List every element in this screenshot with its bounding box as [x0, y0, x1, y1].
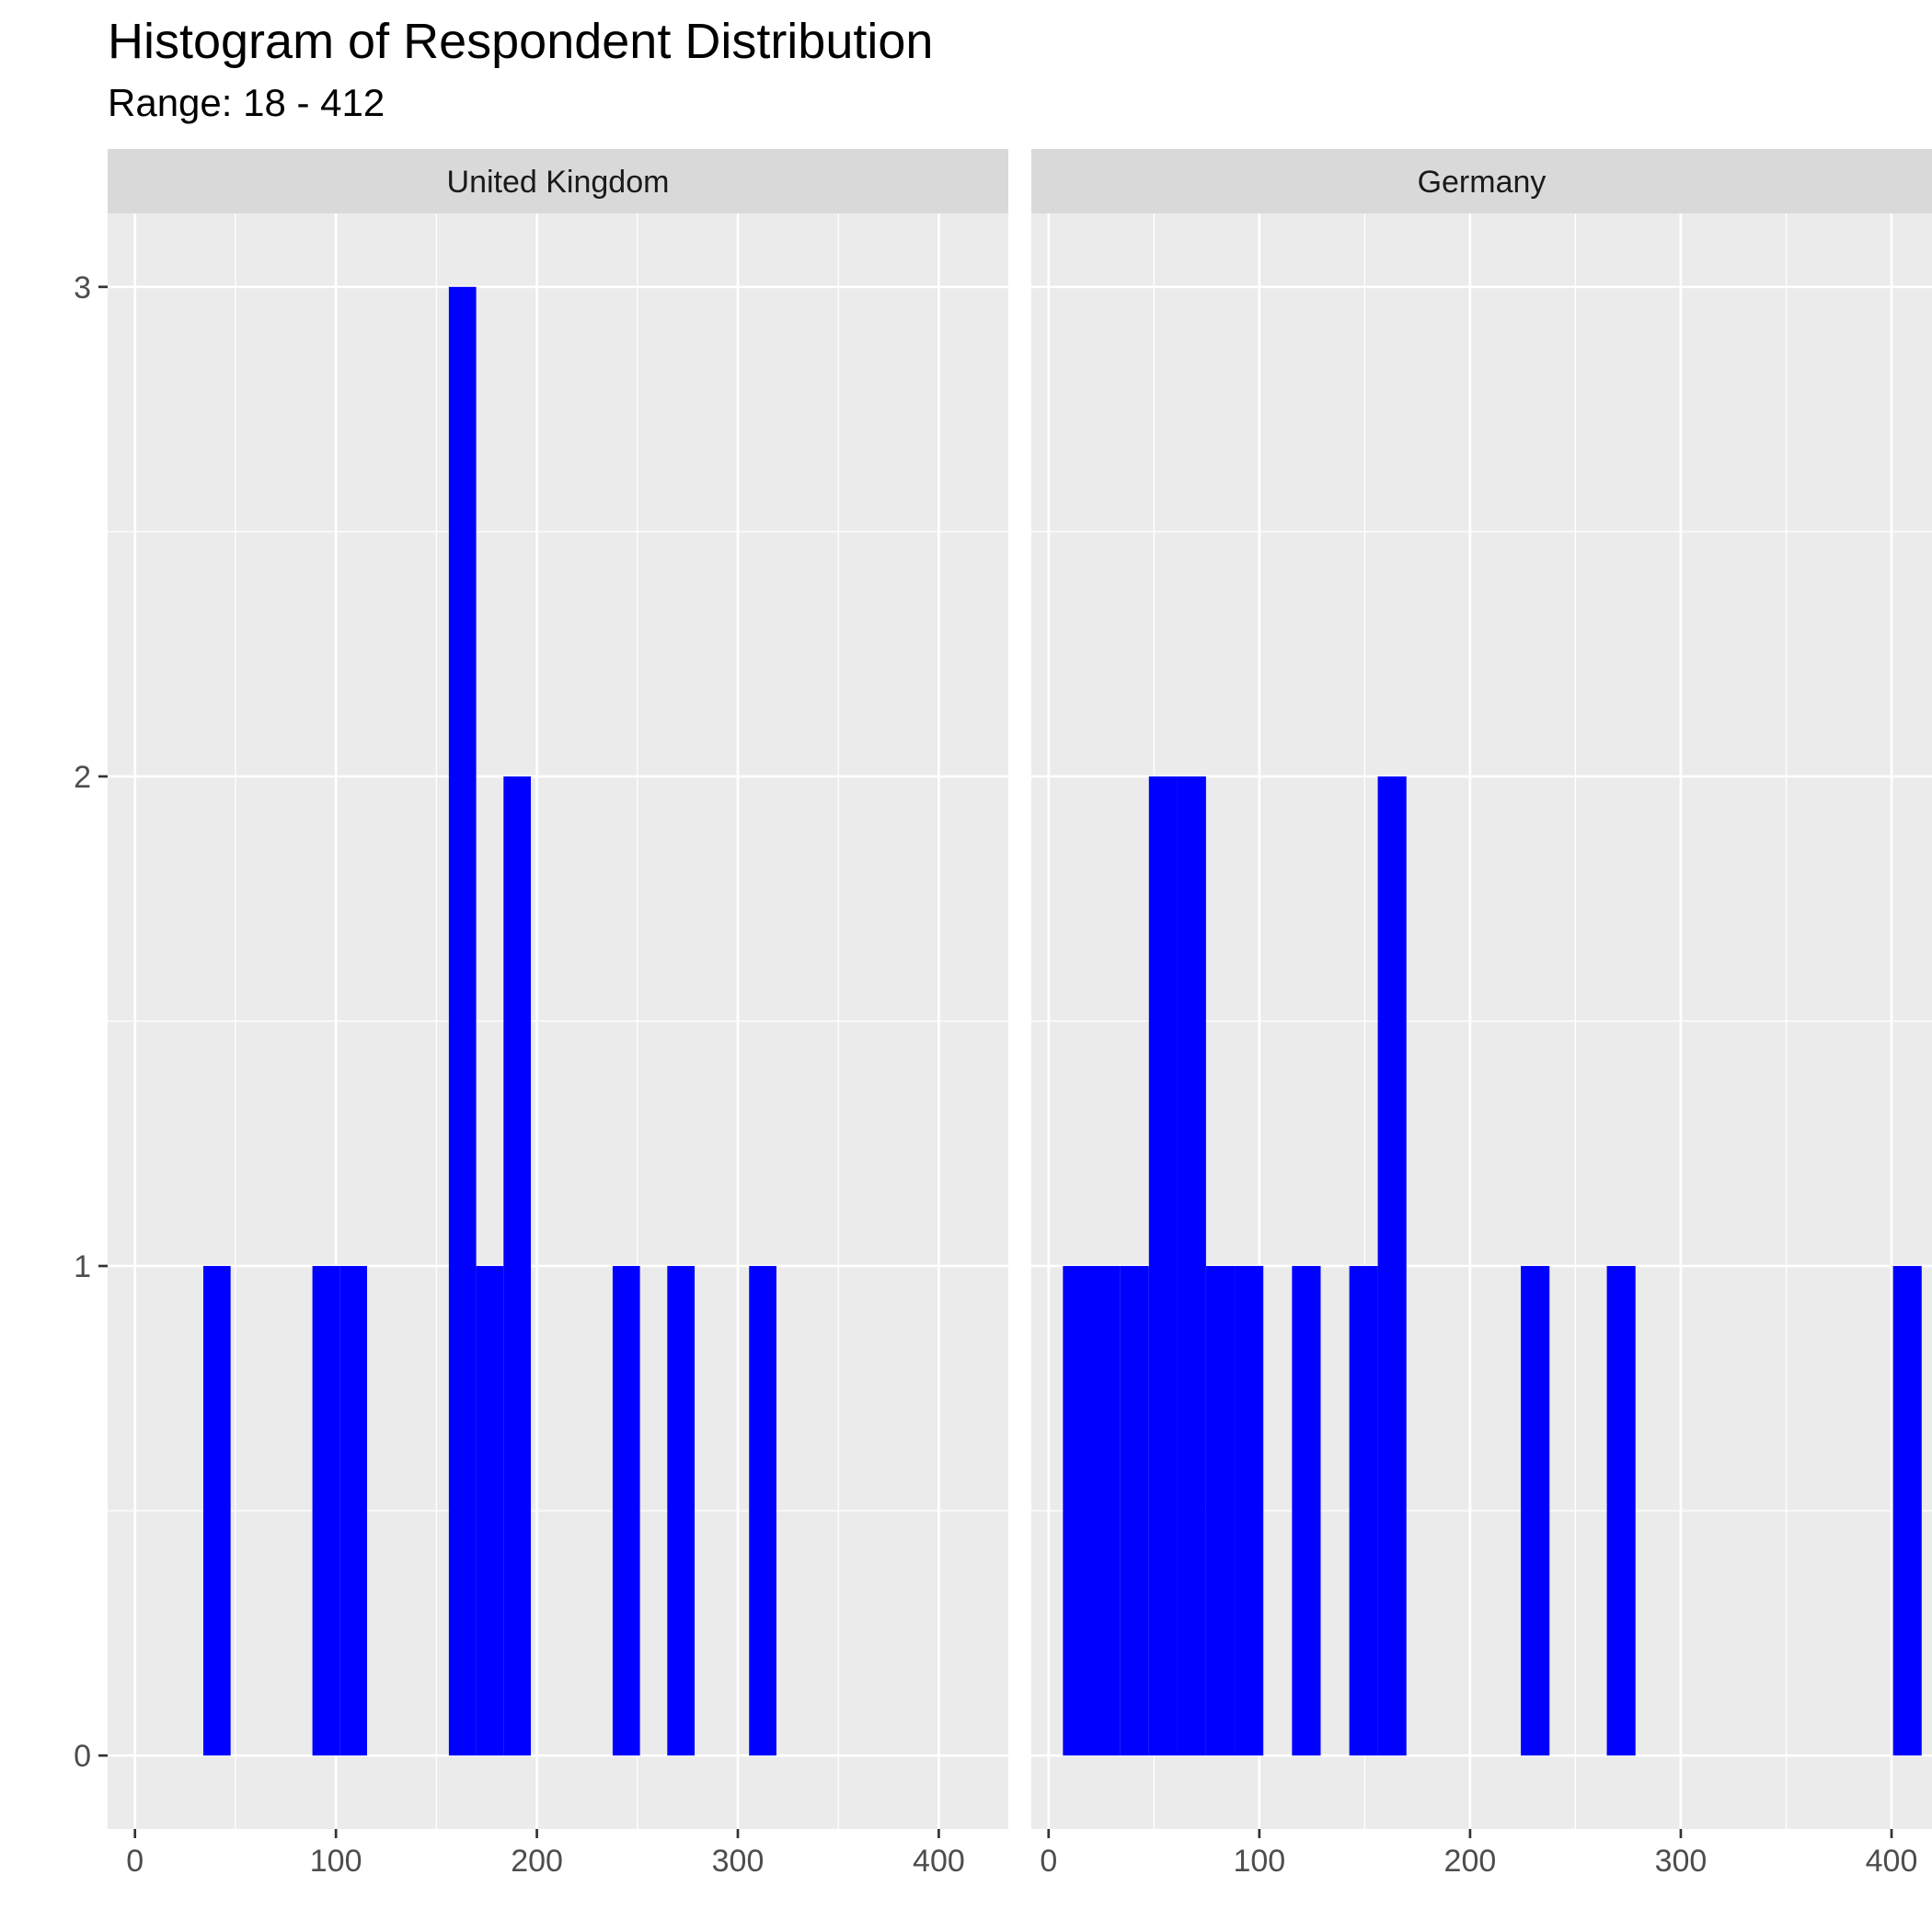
histogram-bar [1205, 1266, 1236, 1756]
histogram-bar [667, 1266, 696, 1756]
x-tick-label: 400 [913, 1844, 965, 1879]
histogram-bar [1235, 1266, 1264, 1756]
histogram-bar [1292, 1266, 1321, 1756]
x-tick-label: 0 [126, 1844, 144, 1879]
histogram-bar [1521, 1266, 1550, 1756]
x-tick-label: 200 [511, 1844, 563, 1879]
chart-title: Histogram of Respondent Distribution [108, 14, 934, 69]
y-tick-label: 3 [74, 270, 91, 305]
histogram-bar [1377, 776, 1407, 1756]
y-tick-label: 0 [74, 1739, 91, 1774]
x-tick-label: 300 [712, 1844, 765, 1879]
histogram-bar [448, 286, 477, 1756]
y-tick-label: 1 [74, 1249, 91, 1284]
histogram-bar [476, 1266, 504, 1756]
histogram-bar [312, 1266, 340, 1756]
x-tick-label: 400 [1866, 1844, 1918, 1879]
histogram-bar [1606, 1266, 1636, 1756]
histogram-bar [749, 1266, 776, 1756]
histogram-bar [1349, 1266, 1378, 1756]
y-tick-label: 2 [74, 760, 91, 795]
histogram-bar [339, 1266, 367, 1756]
x-tick-label: 0 [1040, 1844, 1057, 1879]
histogram-bar [1177, 776, 1206, 1756]
histogram-bar [1091, 1266, 1121, 1756]
facet-label: Germany [1418, 165, 1547, 200]
histogram-bar [1148, 776, 1178, 1756]
histogram-bar [503, 776, 532, 1756]
x-tick-label: 100 [310, 1844, 362, 1879]
x-tick-label: 100 [1233, 1844, 1285, 1879]
x-tick-label: 300 [1655, 1844, 1708, 1879]
histogram-bar [612, 1266, 640, 1756]
facet-strip [1031, 149, 1932, 213]
chart-subtitle: Range: 18 - 412 [108, 81, 385, 124]
histogram-bar [1120, 1266, 1149, 1756]
histogram-bar [202, 1266, 231, 1756]
histogram-bar [1063, 1266, 1092, 1756]
facet-label: United Kingdom [447, 165, 670, 200]
facet-strip [108, 149, 1008, 213]
x-tick-label: 200 [1444, 1844, 1497, 1879]
histogram-bar [1892, 1266, 1922, 1756]
